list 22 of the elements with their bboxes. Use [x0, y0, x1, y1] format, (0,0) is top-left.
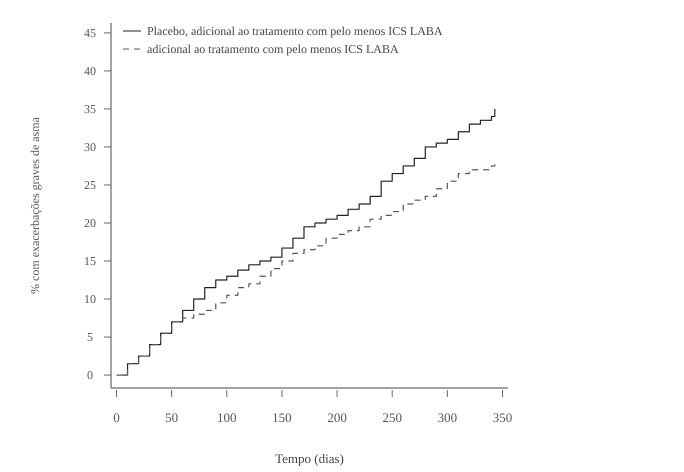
y-tick-label: 10	[84, 292, 96, 306]
y-tick-label: 5	[87, 330, 93, 344]
x-tick-label: 150	[272, 410, 292, 425]
x-axis-title: Tempo (dias)	[275, 451, 344, 466]
y-tick-label: 25	[84, 178, 96, 192]
y-tick-label: 15	[84, 254, 96, 268]
y-tick-label: 20	[84, 216, 96, 230]
x-tick-label: 350	[492, 410, 512, 425]
x-tick-label: 300	[438, 410, 458, 425]
x-tick-label: 0	[113, 410, 120, 425]
legend-label: Placebo, adicional ao tratamento com pelo menos ICS LABA	[147, 24, 443, 38]
y-tick-label: 40	[84, 64, 96, 78]
x-tick-label: 200	[327, 410, 347, 425]
x-tick-label: 250	[382, 410, 402, 425]
y-axis-title: % com exacerbações graves de asma	[28, 116, 42, 294]
y-tick-label: 30	[84, 140, 96, 154]
legend-label: adicional ao tratamento com pelo menos ICS LABA	[147, 42, 399, 56]
y-tick-label: 35	[84, 102, 96, 116]
x-tick-label: 50	[165, 410, 178, 425]
y-tick-label: 0	[87, 368, 93, 382]
x-tick-label: 100	[217, 410, 237, 425]
y-tick-label: 45	[84, 26, 96, 40]
